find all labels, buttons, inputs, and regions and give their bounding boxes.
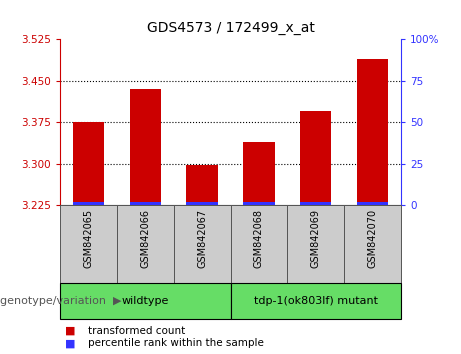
- Bar: [287, 205, 344, 283]
- Bar: [130, 202, 161, 205]
- Bar: [357, 59, 388, 205]
- Bar: [230, 283, 401, 319]
- Bar: [300, 202, 331, 205]
- Bar: [300, 111, 331, 205]
- Bar: [60, 205, 117, 283]
- Bar: [243, 202, 275, 205]
- Text: ■: ■: [65, 326, 75, 336]
- Bar: [357, 202, 388, 205]
- Bar: [344, 205, 401, 283]
- Title: GDS4573 / 172499_x_at: GDS4573 / 172499_x_at: [147, 21, 314, 35]
- Text: GSM842068: GSM842068: [254, 209, 264, 268]
- Text: genotype/variation  ▶: genotype/variation ▶: [0, 296, 122, 306]
- Bar: [130, 89, 161, 205]
- Bar: [243, 142, 275, 205]
- Bar: [186, 202, 218, 205]
- Bar: [73, 122, 104, 205]
- Bar: [60, 283, 230, 319]
- Text: GSM842066: GSM842066: [140, 209, 150, 268]
- Bar: [73, 202, 104, 205]
- Bar: [117, 205, 174, 283]
- Text: ■: ■: [65, 338, 75, 348]
- Text: GSM842065: GSM842065: [83, 209, 94, 268]
- Text: tdp-1(ok803lf) mutant: tdp-1(ok803lf) mutant: [254, 296, 378, 306]
- Text: percentile rank within the sample: percentile rank within the sample: [88, 338, 264, 348]
- Text: GSM842067: GSM842067: [197, 209, 207, 268]
- Bar: [186, 165, 218, 205]
- Text: wildtype: wildtype: [122, 296, 169, 306]
- Text: GSM842070: GSM842070: [367, 209, 378, 268]
- Bar: [230, 205, 287, 283]
- Text: transformed count: transformed count: [88, 326, 185, 336]
- Bar: [174, 205, 230, 283]
- Text: GSM842069: GSM842069: [311, 209, 321, 268]
